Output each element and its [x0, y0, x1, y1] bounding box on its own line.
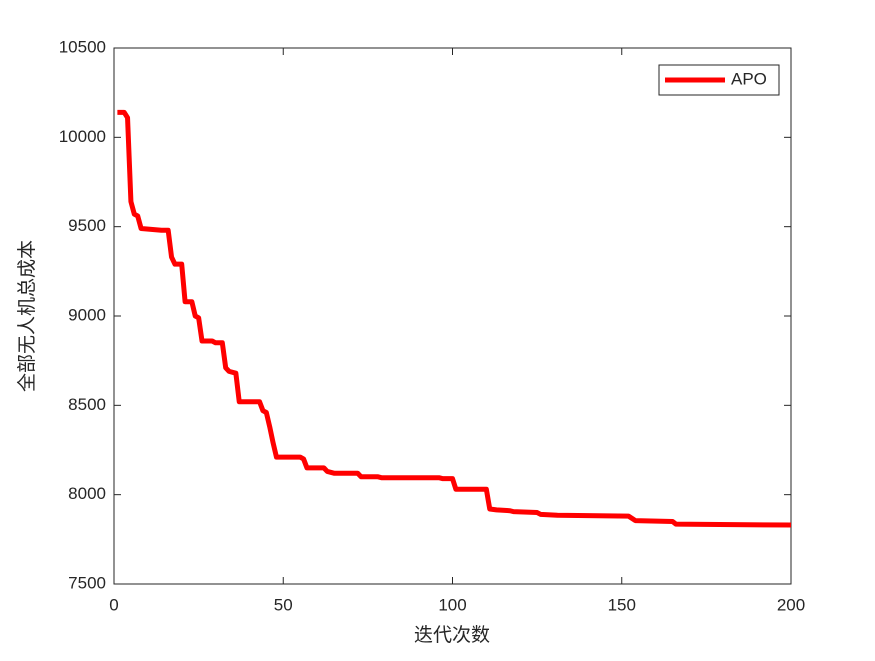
x-axis-label: 迭代次数 [414, 624, 490, 646]
x-tick-label: 0 [109, 595, 118, 614]
legend-label: APO [731, 69, 767, 88]
x-tick-label: 100 [438, 595, 466, 614]
x-tick-label: 50 [274, 595, 293, 614]
series-line [117, 109, 792, 528]
y-tick-label: 8500 [68, 395, 106, 414]
y-tick-label: 8000 [68, 484, 106, 503]
y-tick-label: 9500 [68, 216, 106, 235]
x-tick-label: 150 [608, 595, 636, 614]
x-tick-label: 200 [777, 595, 805, 614]
y-tick-label: 9000 [68, 305, 106, 324]
plot-area [113, 47, 792, 585]
y-tick-label: 10500 [59, 37, 106, 56]
y-tick-label: 10000 [59, 127, 106, 146]
y-tick-label: 7500 [68, 573, 106, 592]
y-axis-label: 全部无人机总成本 [16, 240, 38, 392]
